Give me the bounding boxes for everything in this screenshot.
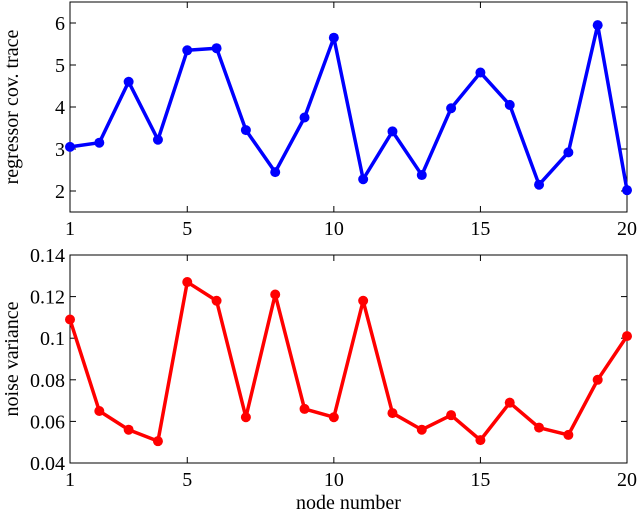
- y-tick-label: 0.14: [30, 245, 65, 267]
- data-point: [592, 20, 603, 31]
- y-tick-label: 0.04: [30, 453, 65, 475]
- data-point: [270, 289, 281, 300]
- x-tick-label: 5: [182, 469, 192, 491]
- data-point: [622, 331, 632, 342]
- data-point: [182, 45, 193, 56]
- data-point: [94, 406, 105, 416]
- plot-frame: [69, 254, 628, 464]
- data-point: [240, 412, 251, 423]
- x-tick-label: 10: [324, 218, 344, 240]
- data-point: [416, 424, 427, 435]
- data-point: [328, 412, 339, 423]
- data-point: [358, 295, 369, 306]
- data-point: [622, 185, 632, 196]
- data-point: [94, 137, 105, 148]
- x-tick-label: 1: [65, 469, 75, 491]
- data-point: [123, 424, 134, 435]
- data-point: [534, 422, 545, 433]
- data-point: [152, 436, 163, 447]
- data-point: [387, 408, 398, 419]
- y-tick-label: 2: [55, 181, 65, 203]
- x-tick-label: 15: [470, 469, 490, 491]
- y-tick-label: 0.1: [40, 328, 65, 350]
- data-point: [446, 103, 457, 114]
- data-point: [563, 429, 574, 440]
- data-point: [270, 167, 281, 178]
- y-tick-label: 0.12: [30, 287, 65, 309]
- data-point: [211, 295, 222, 306]
- data-point: [240, 125, 251, 136]
- data-line: [69, 23, 629, 191]
- data-point: [504, 397, 515, 408]
- y-axis-label: noise variance: [1, 301, 23, 416]
- y-axis-label: regressor cov. trace: [1, 30, 23, 185]
- data-point: [416, 170, 427, 181]
- data-point: [123, 76, 134, 87]
- data-point: [592, 374, 603, 385]
- y-tick-label: 0.08: [30, 370, 65, 392]
- data-point: [328, 32, 339, 43]
- data-point: [387, 126, 398, 137]
- data-point: [475, 435, 486, 446]
- x-tick-label: 10: [324, 469, 344, 491]
- x-axis-label: node number: [296, 492, 401, 510]
- data-point: [563, 147, 574, 158]
- x-tick-label: 5: [182, 218, 192, 240]
- x-tick-label: 20: [617, 218, 637, 240]
- data-point: [65, 314, 75, 325]
- data-point: [299, 403, 310, 414]
- data-point: [211, 43, 222, 54]
- data-point: [182, 277, 193, 288]
- x-tick-label: 1: [65, 218, 75, 240]
- x-tick-label: 15: [470, 218, 490, 240]
- data-point: [475, 67, 486, 78]
- data-point: [504, 99, 515, 110]
- data-point: [65, 141, 75, 152]
- data-line: [68, 280, 629, 443]
- x-tick-label: 20: [617, 469, 637, 491]
- data-point: [534, 179, 545, 190]
- data-point: [358, 174, 369, 185]
- data-point: [446, 410, 457, 421]
- y-tick-label: 4: [55, 97, 65, 119]
- y-tick-label: 3: [55, 139, 65, 161]
- y-tick-label: 5: [55, 55, 65, 77]
- data-point: [299, 112, 310, 123]
- y-tick-label: 0.06: [30, 411, 65, 433]
- data-point: [152, 134, 163, 145]
- y-tick-label: 6: [55, 13, 65, 35]
